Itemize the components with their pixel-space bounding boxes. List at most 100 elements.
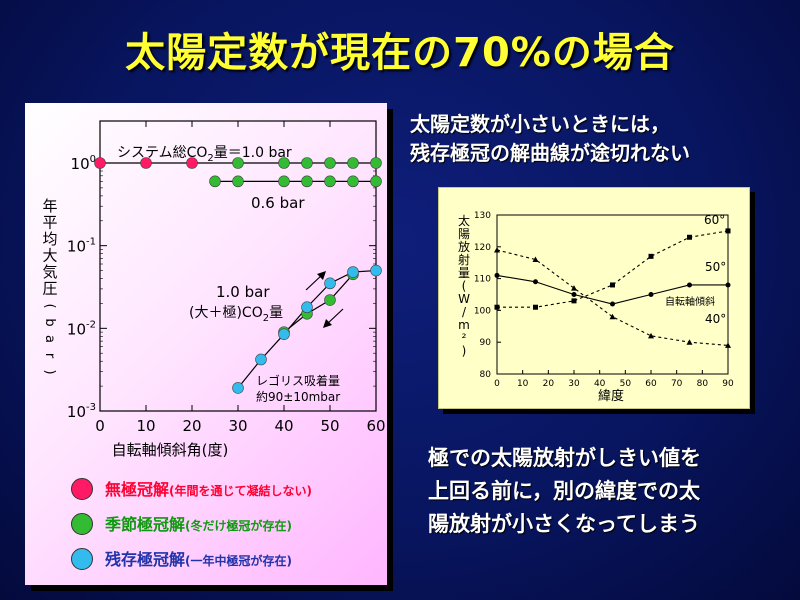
svg-text:): )	[462, 344, 467, 358]
series-label-60: 60°	[704, 213, 725, 227]
legend-label: 残存極冠解	[105, 550, 186, 569]
data-point	[725, 228, 731, 234]
x-tick-label: 80	[697, 379, 709, 389]
x-tick-label: 50	[620, 379, 632, 389]
data-point	[324, 157, 336, 169]
data-point	[94, 157, 106, 169]
data-point	[370, 264, 382, 277]
data-point	[494, 246, 500, 253]
data-point	[232, 175, 244, 188]
data-point	[687, 234, 692, 240]
data-point	[533, 304, 538, 310]
right-bottom-line1: 極での太陽放射がしきい値を	[428, 446, 701, 470]
data-point	[347, 175, 359, 188]
insolation-latitude-chart: 0 10 20 30 40 50 60 70 80 90 80 90 100 110 120 130 緯度 太…	[458, 211, 734, 404]
x-tick-label: 30	[228, 417, 247, 435]
x-tick-label: 40	[274, 417, 293, 435]
svg-text:a: a	[42, 335, 57, 343]
data-point	[232, 382, 244, 394]
y-tick-label: 90	[480, 338, 492, 348]
data-point	[370, 157, 382, 169]
x-tick-label: 50	[320, 417, 339, 435]
y-tick-label: 130	[474, 211, 491, 221]
data-point	[186, 157, 198, 169]
svg-text:m: m	[458, 318, 470, 332]
y-tick-label: 120	[474, 243, 491, 253]
data-point	[370, 175, 382, 188]
data-point	[324, 294, 336, 306]
svg-text:²: ²	[462, 331, 467, 345]
data-point	[494, 272, 500, 278]
data-point	[610, 282, 615, 288]
line-seasonal-branch	[283, 273, 354, 333]
data-point	[648, 292, 654, 297]
svg-text:年: 年	[42, 197, 57, 215]
y-tick-label: 10-1	[67, 237, 96, 256]
x-tick-label: 40	[594, 379, 606, 389]
data-point	[232, 157, 244, 169]
data-point	[610, 301, 615, 307]
annotation-06bar: 0.6 bar	[251, 194, 305, 212]
data-point	[648, 253, 654, 259]
x-tick-label: 60	[645, 379, 657, 389]
slide-title: 太陽定数が現在の70%の場合	[125, 30, 675, 76]
svg-text:気: 気	[42, 263, 57, 281]
data-point	[278, 175, 290, 188]
right-top-line1: 太陽定数が小さいときには，	[410, 112, 670, 136]
data-point	[209, 175, 221, 188]
legend-dot-green	[71, 513, 93, 535]
y-tick-label: 100	[71, 154, 96, 173]
data-point	[725, 282, 731, 288]
left-chart-panel: 0 10 20 30 40 50 60 100 10-1 10-2 10-3 自転軸傾斜角(度) 年…	[25, 103, 387, 585]
obliquity-annotation: 自転軸傾斜	[665, 295, 715, 308]
legend-label: 季節極冠解	[105, 515, 186, 534]
data-point	[533, 279, 538, 285]
annotation-10bar: 1.0 bar	[216, 283, 270, 301]
right-bottom-line2: 上回る前に，別の緯度での太	[428, 479, 700, 503]
svg-text:量: 量	[458, 266, 470, 280]
right-top-line2: 残存極冠の解曲線が途切れない	[410, 141, 690, 165]
x-tick-label: 10	[136, 417, 155, 435]
series-label-40: 40°	[705, 312, 726, 326]
annotation-total: システム総CO2量＝1.0 bar	[117, 145, 292, 164]
svg-text:大: 大	[42, 247, 57, 265]
data-point	[686, 339, 693, 345]
legend-label: 無極冠解	[105, 480, 170, 499]
data-point	[648, 332, 654, 339]
svg-text:射: 射	[458, 252, 470, 267]
annotation-regolith-2: 約90±10mbar	[256, 389, 340, 404]
legend-dot-red	[71, 478, 93, 500]
svg-text:放: 放	[458, 239, 470, 254]
data-point	[725, 342, 731, 348]
data-point	[347, 266, 359, 278]
data-point	[571, 285, 577, 291]
annotation-co2-amount: (大＋極)CO2量	[189, 305, 283, 324]
data-point	[347, 157, 359, 169]
pressure-obliquity-chart: 0 10 20 30 40 50 60 100 10-1 10-2 10-3 自転軸傾斜角(度) 年…	[42, 120, 386, 459]
plot-frame	[496, 214, 729, 375]
x-tick-label: 20	[543, 379, 555, 389]
right-bottom-line3: 陽放射が小さくなってしまう	[428, 512, 700, 536]
x-axis-label: 自転軸傾斜角(度)	[112, 441, 229, 459]
x-tick-label: 0	[95, 417, 105, 435]
data-point	[278, 328, 290, 340]
legend-note: (一年中極冠が存在)	[185, 554, 292, 568]
data-point	[140, 157, 152, 169]
svg-text:/: /	[462, 305, 467, 319]
svg-text:(: (	[42, 303, 57, 308]
right-bottom-text: 極での太陽放射がしきい値を 上回る前に，別の緯度での太 陽放射が小さくなってしま…	[428, 442, 701, 541]
svg-text:): )	[42, 369, 57, 374]
y-tick-label: 110	[474, 275, 491, 285]
legend-dot-cyan	[71, 548, 93, 570]
data-point	[609, 313, 616, 320]
data-point	[278, 157, 290, 169]
data-point	[301, 157, 313, 169]
x-tick-label: 90	[722, 379, 734, 389]
data-point	[571, 298, 577, 304]
arrow-up-icon	[305, 271, 326, 291]
svg-text:r: r	[42, 353, 57, 359]
series-line	[497, 230, 729, 308]
x-axis-label: 緯度	[598, 388, 624, 404]
